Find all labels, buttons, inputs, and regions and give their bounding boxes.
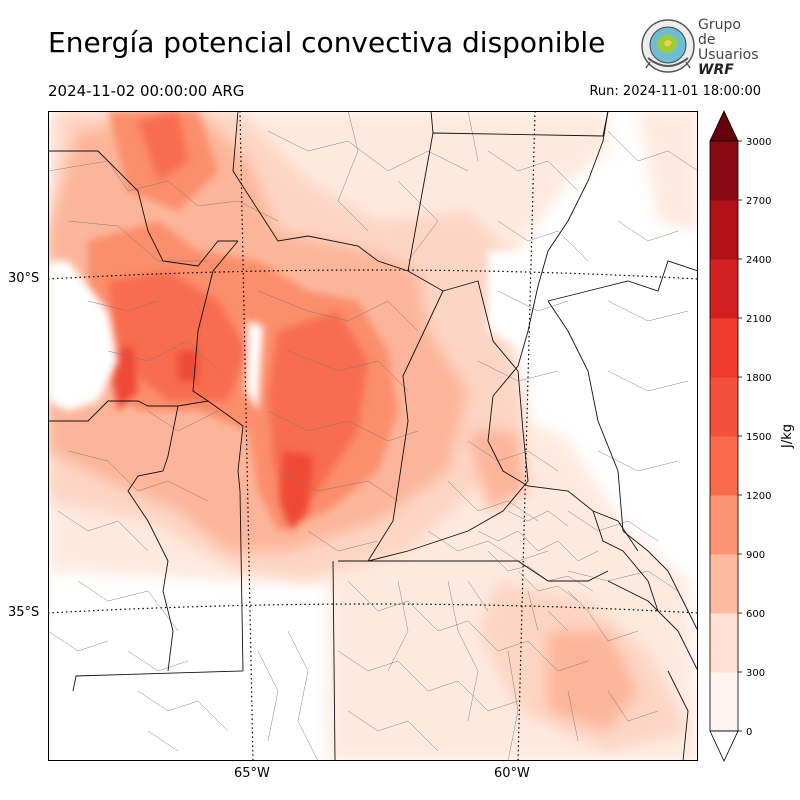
colorbar-segment <box>710 436 738 496</box>
colorbar-tick-label: 900 <box>746 550 765 561</box>
lon-label: 60°W <box>494 766 530 781</box>
colorbar-min-extension <box>709 730 739 762</box>
map-title: Energía potencial convectiva disponible <box>48 26 606 59</box>
cape-shading <box>48 111 698 761</box>
logo-line-3: WRF <box>698 62 734 78</box>
colorbar-segment <box>710 377 738 437</box>
meridian-65w <box>239 111 254 761</box>
colorbar-tick-label: 300 <box>746 668 765 679</box>
colorbar-tick-label: 600 <box>746 609 765 620</box>
valid-time: 2024-11-02 00:00:00 ARG <box>48 82 245 100</box>
colorbar-segment <box>710 259 738 319</box>
province-boundaries <box>48 111 609 761</box>
colorbar-tick-label: 2100 <box>746 314 771 325</box>
parallel-35s <box>48 603 698 614</box>
graticule <box>48 111 698 761</box>
colorbar-segment <box>710 141 738 201</box>
meridian-60w <box>517 111 536 761</box>
logo-text: Grupo de Usuarios WRF <box>698 18 760 78</box>
colorbar-tick-label: 1800 <box>746 373 771 384</box>
globe-logo-icon <box>641 19 695 73</box>
colorbar-tick-label: 3000 <box>746 137 771 148</box>
colorbar-segment <box>710 495 738 555</box>
colorbar-segment <box>710 613 738 673</box>
colorbar-ticks: 0 300 600 900 1200 1500 1800 2100 2400 2700 3000 <box>738 137 771 738</box>
colorbar-max-extension <box>709 110 739 142</box>
colorbar-segment <box>710 554 738 614</box>
colorbar-segment <box>710 200 738 260</box>
run-time: Run: 2024-11-01 18:00:00 <box>589 84 761 99</box>
map-frame <box>48 111 698 761</box>
colorbar-tick-label: 2400 <box>746 255 771 266</box>
logo-line-2: Usuarios <box>698 47 759 63</box>
colorbar-label: J/kg <box>780 424 795 449</box>
colorbar-tick-label: 1200 <box>746 491 771 502</box>
colorbar-tick-label: 2700 <box>746 196 771 207</box>
international-borders <box>487 111 698 761</box>
colorbar: 0 300 600 900 1200 1500 1800 2100 2400 2700 3000 J… <box>709 110 795 762</box>
colorbar-tick-label: 0 <box>746 727 752 738</box>
colorbar-fill <box>710 141 738 732</box>
cape-map <box>48 111 698 761</box>
colorbar-tick-label: 1500 <box>746 432 771 443</box>
lat-label: 35°S <box>8 605 40 620</box>
parallel-30s <box>48 269 698 280</box>
lon-label: 65°W <box>234 766 270 781</box>
colorbar-segment <box>710 318 738 378</box>
group-logo: Grupo de Usuarios WRF <box>640 18 760 78</box>
department-boundaries <box>48 111 698 761</box>
lat-label: 30°S <box>8 271 40 286</box>
colorbar-segment <box>710 672 738 732</box>
logo-line-1: Grupo de <box>698 17 741 48</box>
